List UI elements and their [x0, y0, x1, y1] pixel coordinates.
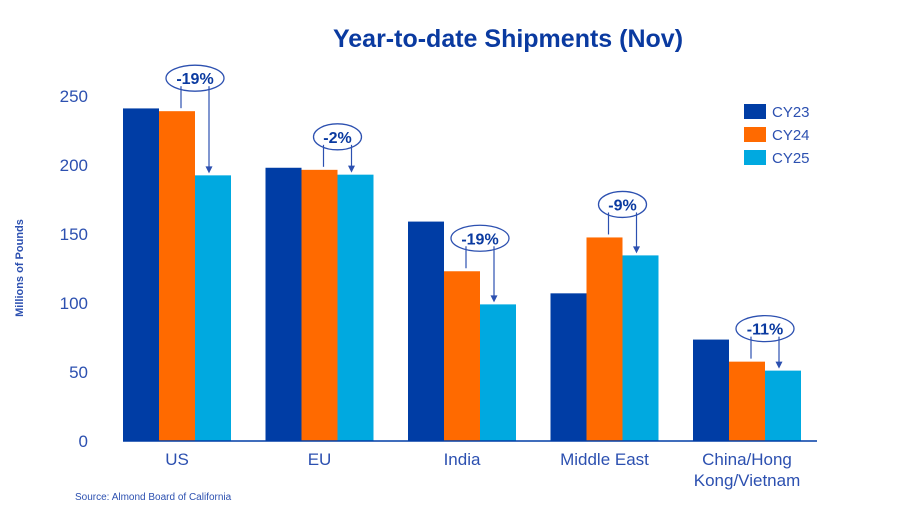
x-category-label: Kong/Vietnam — [694, 471, 800, 490]
arrow-down-icon — [633, 246, 640, 254]
annotation-bubble — [735, 314, 795, 343]
chart-title: Year-to-date Shipments (Nov) — [333, 25, 683, 53]
x-category-label: EU — [308, 450, 332, 469]
arrow-down-icon — [775, 361, 783, 369]
bar-cy24-india — [444, 271, 480, 441]
annotation-label: -9% — [608, 197, 636, 214]
bar-cy25-china-hong-kong-vietnam — [765, 370, 801, 441]
annotation-bubble — [597, 190, 648, 219]
bar-cy25-us — [195, 175, 231, 441]
x-category-label: India — [444, 450, 481, 469]
bars — [123, 108, 801, 442]
annotation-label: -11% — [747, 322, 783, 339]
bar-cy24-middle-east — [586, 237, 623, 441]
bar-cy23-middle-east — [550, 293, 587, 441]
y-axis-label: Millions of Pounds — [14, 219, 26, 317]
annotation-label: -2% — [323, 130, 351, 147]
annotation-label: -19% — [176, 71, 213, 88]
x-axis-categories: US EU India Middle East China/Hong Kong/Vietn… — [165, 450, 800, 490]
bar-cy24-eu — [301, 169, 338, 441]
change-annotation: -11% — [735, 314, 795, 369]
y-tick-label: 100 — [60, 294, 88, 313]
legend-label: CY23 — [772, 104, 810, 121]
arrow-down-icon — [205, 166, 213, 174]
legend-swatch — [744, 104, 766, 119]
legend-item-cy23: CY23 — [744, 104, 810, 121]
arrow-down-icon — [348, 165, 355, 173]
legend-item-cy24: CY24 — [744, 127, 810, 144]
bar-cy24-us — [159, 111, 195, 442]
change-annotation: -9% — [597, 190, 648, 254]
legend-label: CY24 — [772, 127, 810, 144]
y-tick-label: 200 — [60, 156, 88, 175]
arrow-down-icon — [490, 295, 498, 303]
annotation-bubble — [450, 224, 510, 252]
x-category-label: China/Hong — [702, 450, 792, 469]
legend-item-cy25: CY25 — [744, 150, 810, 167]
change-annotation: -19% — [450, 224, 510, 303]
annotation-bubble — [165, 64, 225, 92]
y-tick-label: 250 — [60, 87, 88, 106]
bar-cy23-us — [123, 108, 159, 442]
change-annotation: -2% — [312, 123, 363, 173]
bar-cy24-china-hong-kong-vietnam — [729, 361, 765, 441]
bar-cy23-india — [408, 221, 444, 441]
bar-cy25-india — [480, 304, 516, 441]
legend-swatch — [744, 150, 766, 165]
annotation-label: -19% — [461, 231, 498, 248]
legend-swatch — [744, 127, 766, 142]
bar-cy23-china-hong-kong-vietnam — [693, 339, 729, 441]
y-axis-ticks: 0 50 100 150 200 250 — [60, 87, 88, 451]
legend-label: CY25 — [772, 150, 810, 167]
bar-cy25-eu — [337, 174, 374, 441]
y-tick-label: 0 — [79, 432, 88, 451]
x-category-label: Middle East — [560, 450, 649, 469]
source-note: Source: Almond Board of California — [75, 492, 232, 503]
bar-cy25-middle-east — [622, 255, 659, 441]
legend: CY23 CY24 CY25 — [744, 104, 810, 167]
bar-cy23-eu — [265, 167, 302, 441]
y-tick-label: 150 — [60, 225, 88, 244]
x-category-label: US — [165, 450, 189, 469]
annotation-bubble — [312, 123, 363, 151]
annotations: -19% -2% -19% -9% -11% — [165, 64, 795, 369]
y-tick-label: 50 — [69, 363, 88, 382]
change-annotation: -19% — [165, 64, 225, 174]
